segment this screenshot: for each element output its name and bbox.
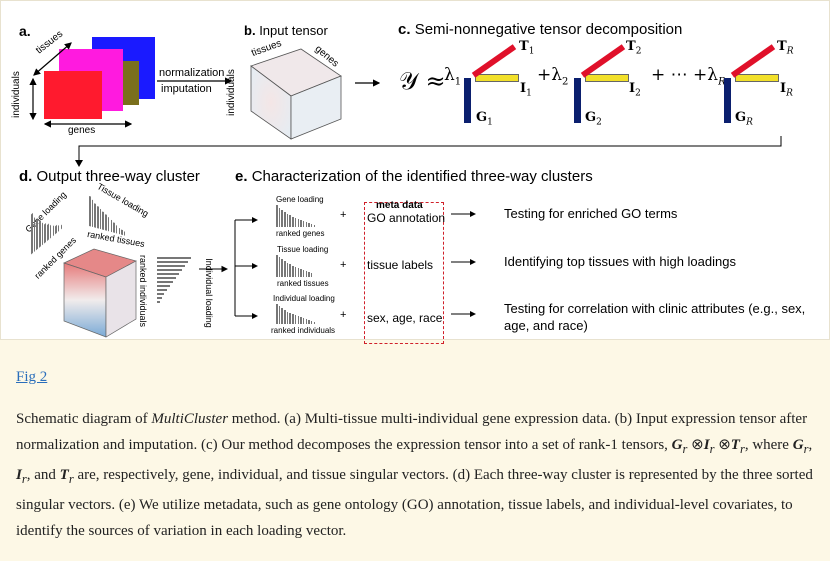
row3-small-axis: ranked individuals [271,326,336,335]
panel-a-arrows [29,42,233,128]
I1-bar [475,74,519,82]
I1-label: I1 [520,81,532,99]
output-cluster-cube [63,248,137,338]
individual-loading-bars [157,257,193,303]
panel-a-letter: a. [19,23,31,39]
panel-e-letter: e. [235,168,248,185]
G1-label: G1 [476,110,493,128]
row3-bars [276,304,316,324]
row3-arrow [451,311,476,317]
row3-result-line2: age, and race) [504,318,588,333]
G2-bar [574,78,581,123]
row1-bars [276,205,316,227]
row2-small-axis: ranked tissues [277,279,329,288]
panel-c-title: Semi-nonnegative tensor decomposition [414,21,683,38]
I2-bar [585,74,629,82]
tensor-approx: 𝒴 ≈ [399,67,446,95]
normalization-label: normalization [159,67,225,79]
row1-small-title: Gene loading [276,195,324,204]
row1-small-axis: ranked genes [276,229,325,238]
panel-b-heading: b. Input tensor [244,23,328,38]
method-name: MultiCluster [151,411,229,427]
input-tensor-cube [250,48,342,140]
panel-e-bracket [234,217,258,319]
imputation-label: imputation [161,83,212,95]
row2-bars [276,255,314,277]
panel-d-heading: d. Output three-way cluster [19,168,200,185]
panel-a-genes: genes [68,125,96,136]
meta-data-box [364,202,444,344]
figure-panel: a. tissues individuals genes normalizati… [0,0,830,344]
panel-b-title: Input tensor [259,23,328,38]
figure-caption: Schematic diagram of MultiCluster method… [16,411,813,539]
G2-label: G2 [585,110,602,128]
GR-label: GR [735,110,753,128]
arrow-d-to-e [199,265,229,273]
TR-label: TR [777,39,794,57]
panel-b-letter: b. [244,23,256,38]
row2-small-title: Tissue loading [277,245,329,254]
fig-2-link[interactable]: Fig 2 [16,369,48,385]
panel-d-title: Output three-way cluster [36,168,200,185]
row1-result: Testing for enriched GO terms [504,206,678,221]
panel-c-heading: c. Semi-nonnegative tensor decomposition [398,21,682,38]
connector-c-to-d [75,136,782,167]
row2-result: Identifying top tissues with high loadin… [504,254,736,269]
slice-red [44,71,102,119]
panel-e-title: Characterization of the identified three… [251,168,593,185]
row2-plus: + [340,259,347,271]
plus-lambda-2: +λ2 [537,65,569,88]
panel-b-individuals: individuals [225,69,237,116]
row3-plus: + [340,309,347,321]
IR-label: IR [780,81,793,99]
row1-meta: GO annotation [367,211,446,225]
row2-meta: tissue labels [367,258,434,272]
panel-e-heading: e. Characterization of the identified th… [235,168,593,185]
TR-bar [730,44,776,78]
IR-bar [735,74,779,82]
plus-dots-lambda-R: + ⋯ +λR [651,65,726,88]
arrow-b-to-c [355,79,381,87]
T1-bar [471,44,517,78]
GR-bar [724,78,731,123]
row1-plus: + [340,209,347,221]
T2-bar [580,44,626,78]
T2-label: T2 [626,39,642,57]
lambda-1: λ1 [444,65,462,88]
panel-c-letter: c. [398,21,411,38]
row1-arrow [451,211,476,217]
row2-arrow [451,259,476,265]
row3-small-title: Individual loading [273,294,335,303]
panel-a-individuals: individuals [10,71,22,118]
G1-bar [464,78,471,123]
meta-data-header: meta data [376,200,423,211]
panel-d-letter: d. [19,168,33,185]
row3-result: Testing for correlation with clinic attr… [504,301,806,316]
T1-label: T1 [519,39,535,57]
I2-label: I2 [629,81,641,99]
row3-meta: sex, age, race [367,311,443,325]
